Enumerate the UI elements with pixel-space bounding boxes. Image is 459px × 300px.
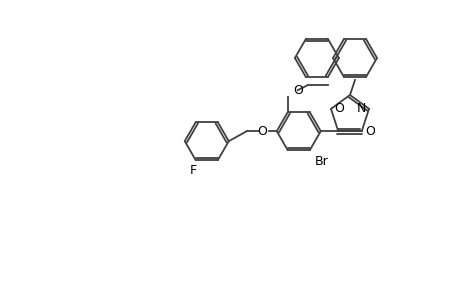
Text: N: N	[356, 102, 365, 115]
Text: F: F	[190, 164, 197, 177]
Text: O: O	[292, 84, 302, 97]
Text: O: O	[256, 125, 266, 138]
Text: Br: Br	[314, 155, 328, 168]
Text: O: O	[364, 125, 375, 138]
Text: O: O	[333, 102, 343, 115]
